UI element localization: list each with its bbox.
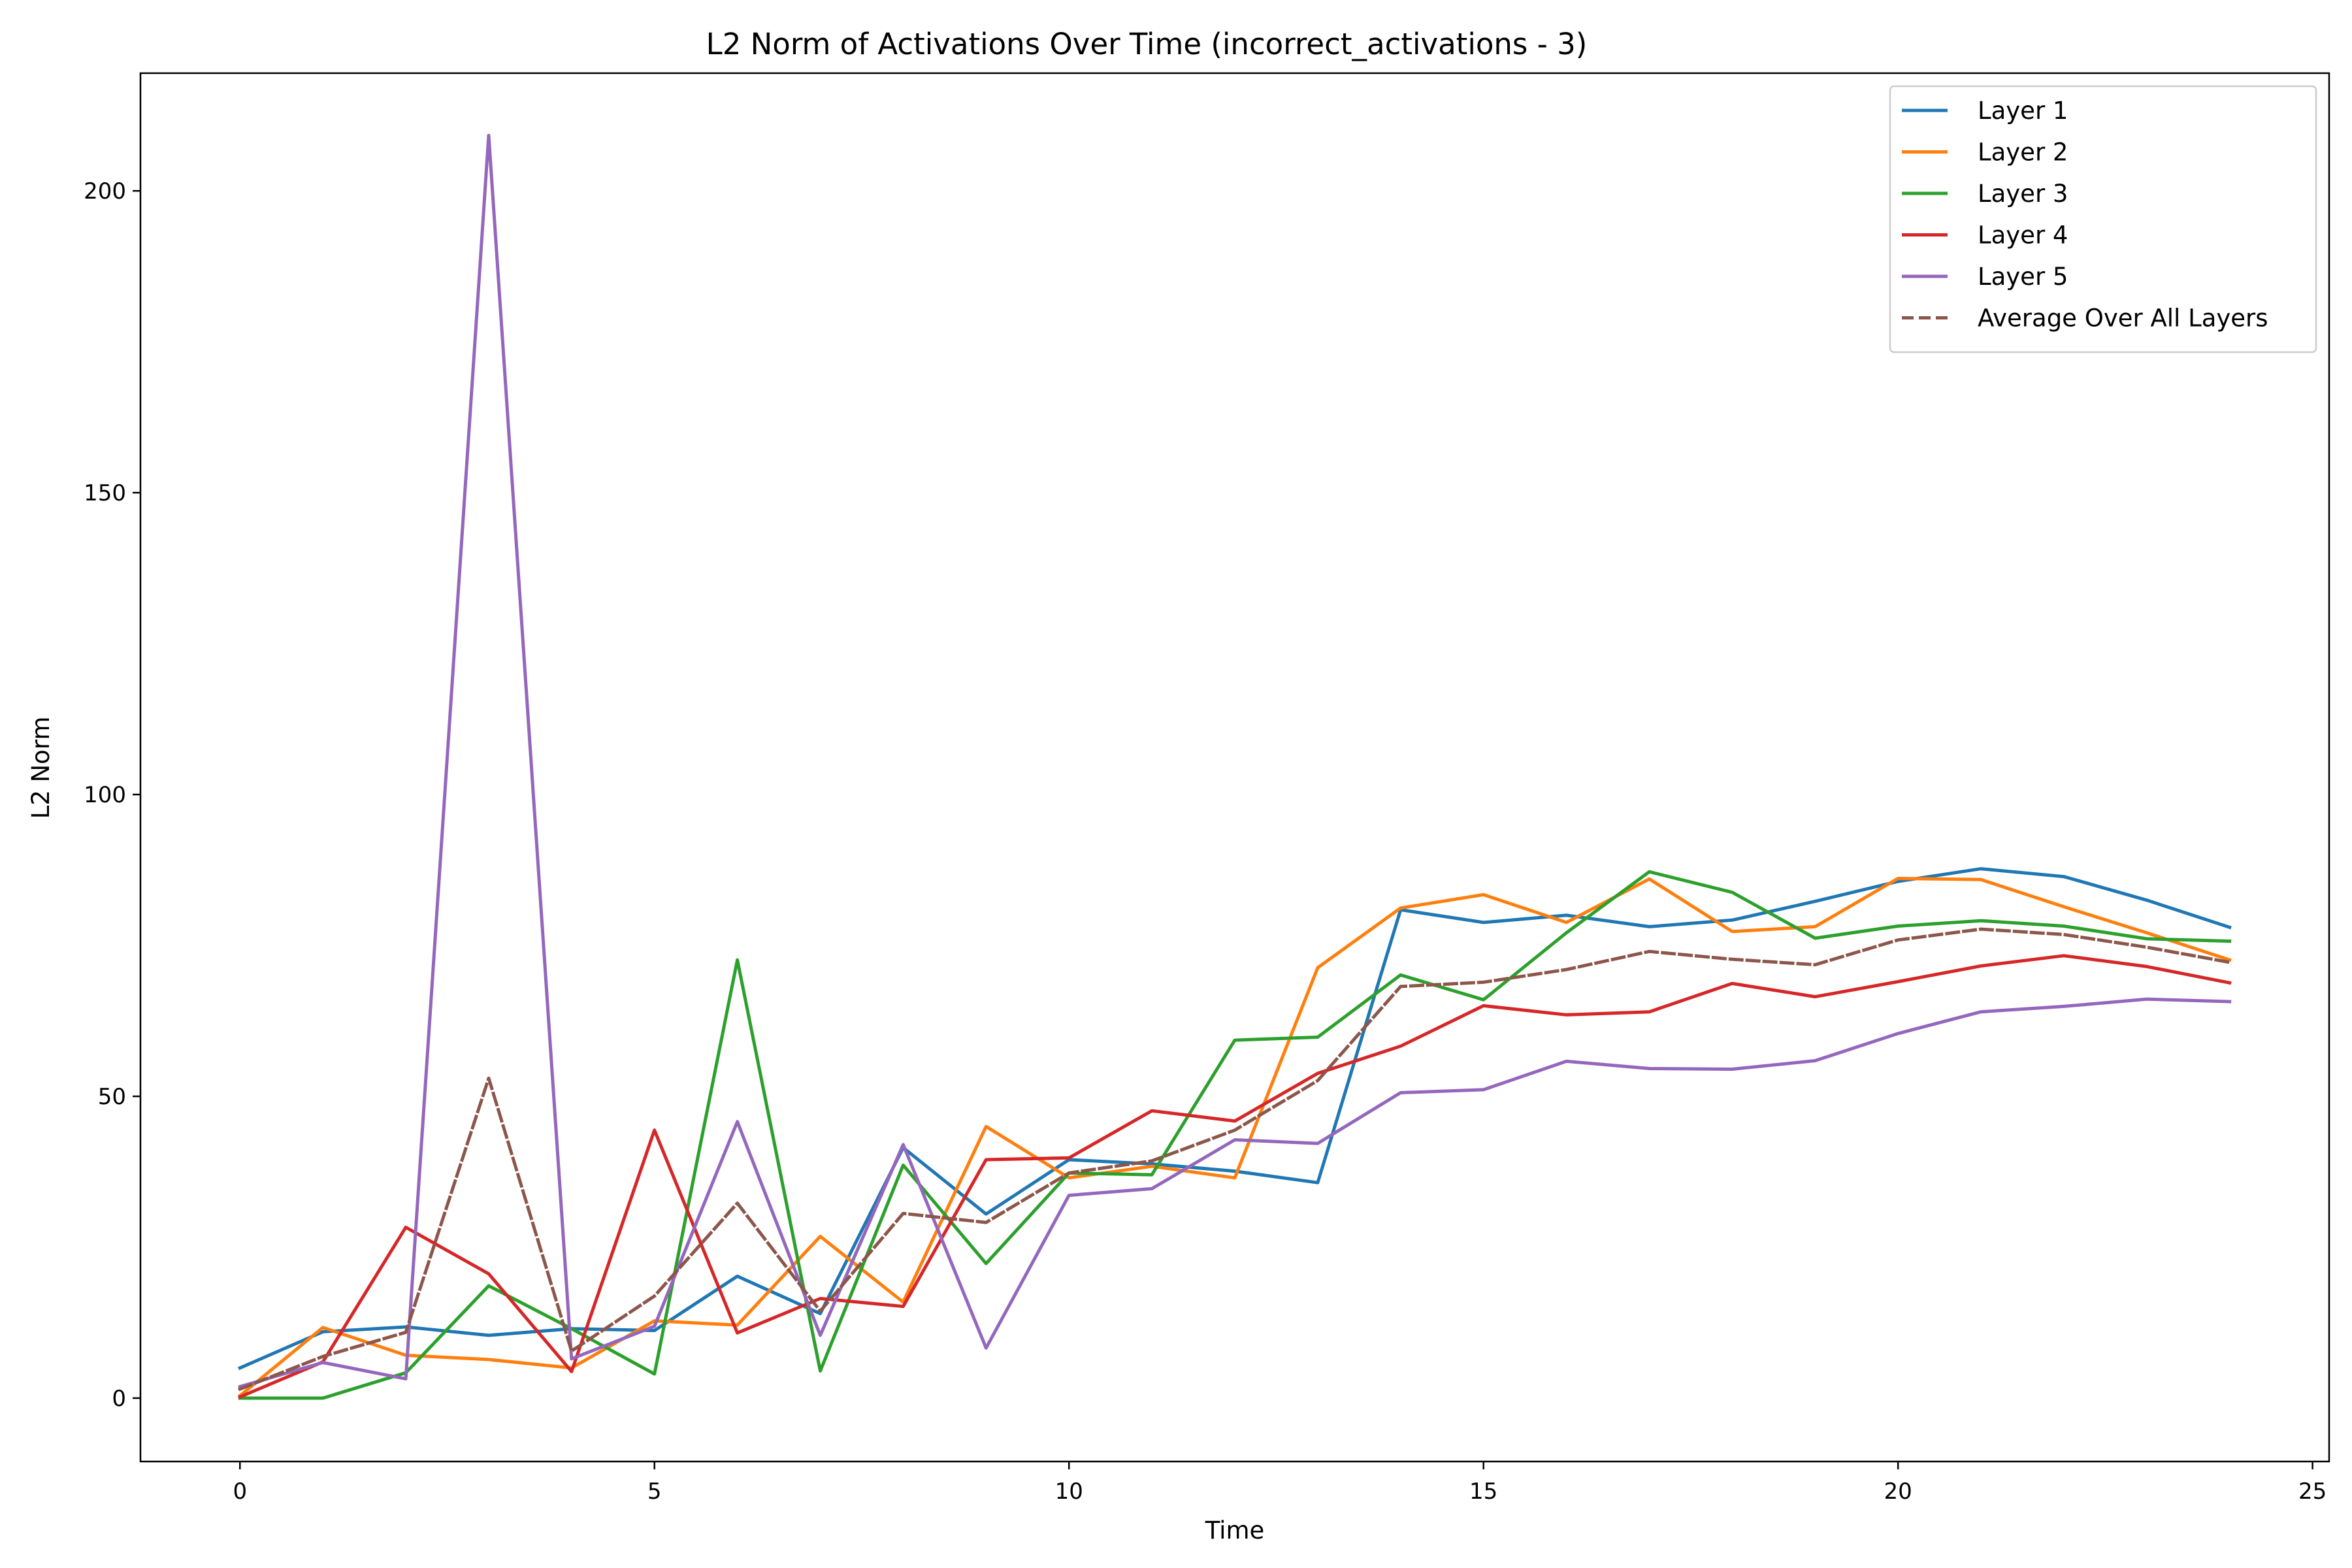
plot-area [237,133,2232,1400]
legend-box [1889,85,2317,353]
series-line-6 [238,927,2232,1392]
axes-frame [139,72,2330,1463]
legend-label: Layer 2 [1978,139,2068,167]
x-axis-label: Time [1205,1516,1265,1544]
x-tick-label: 15 [1469,1478,1497,1505]
y-tick-label: 150 [84,480,126,506]
y-tick-label: 0 [112,1386,126,1412]
series-line-4 [238,954,2232,1399]
legend-label: Layer 5 [1978,263,2068,291]
y-tick-label: 200 [84,178,126,204]
x-tick-label: 25 [2298,1478,2327,1505]
y-tick-label: 50 [98,1084,126,1110]
series-line-5 [238,133,2232,1389]
series-line-1 [238,867,2232,1371]
y-axis: 0 50 100 150 200 [84,178,140,1412]
series-line-3 [238,870,2232,1400]
x-tick-label: 10 [1055,1478,1083,1505]
chart-title: L2 Norm of Activations Over Time (incorr… [706,27,1588,61]
legend-label: Layer 3 [1978,180,2068,208]
series-line-2 [237,877,2232,1398]
legend-label: Layer 4 [1978,221,2068,250]
y-tick-label: 100 [84,782,126,808]
legend-label: Average Over All Layers [1978,304,2268,333]
x-axis: 0 5 10 15 20 25 [233,1462,2327,1505]
y-axis-label: L2 Norm [27,717,55,819]
legend-label: Layer 1 [1978,97,2068,125]
legend: Layer 1 Layer 2 Layer 3 Layer 4 Layer 5 Avera… [1889,85,2317,353]
x-tick-label: 20 [1884,1478,1912,1505]
x-tick-label: 5 [647,1478,662,1505]
x-tick-label: 0 [233,1478,247,1505]
